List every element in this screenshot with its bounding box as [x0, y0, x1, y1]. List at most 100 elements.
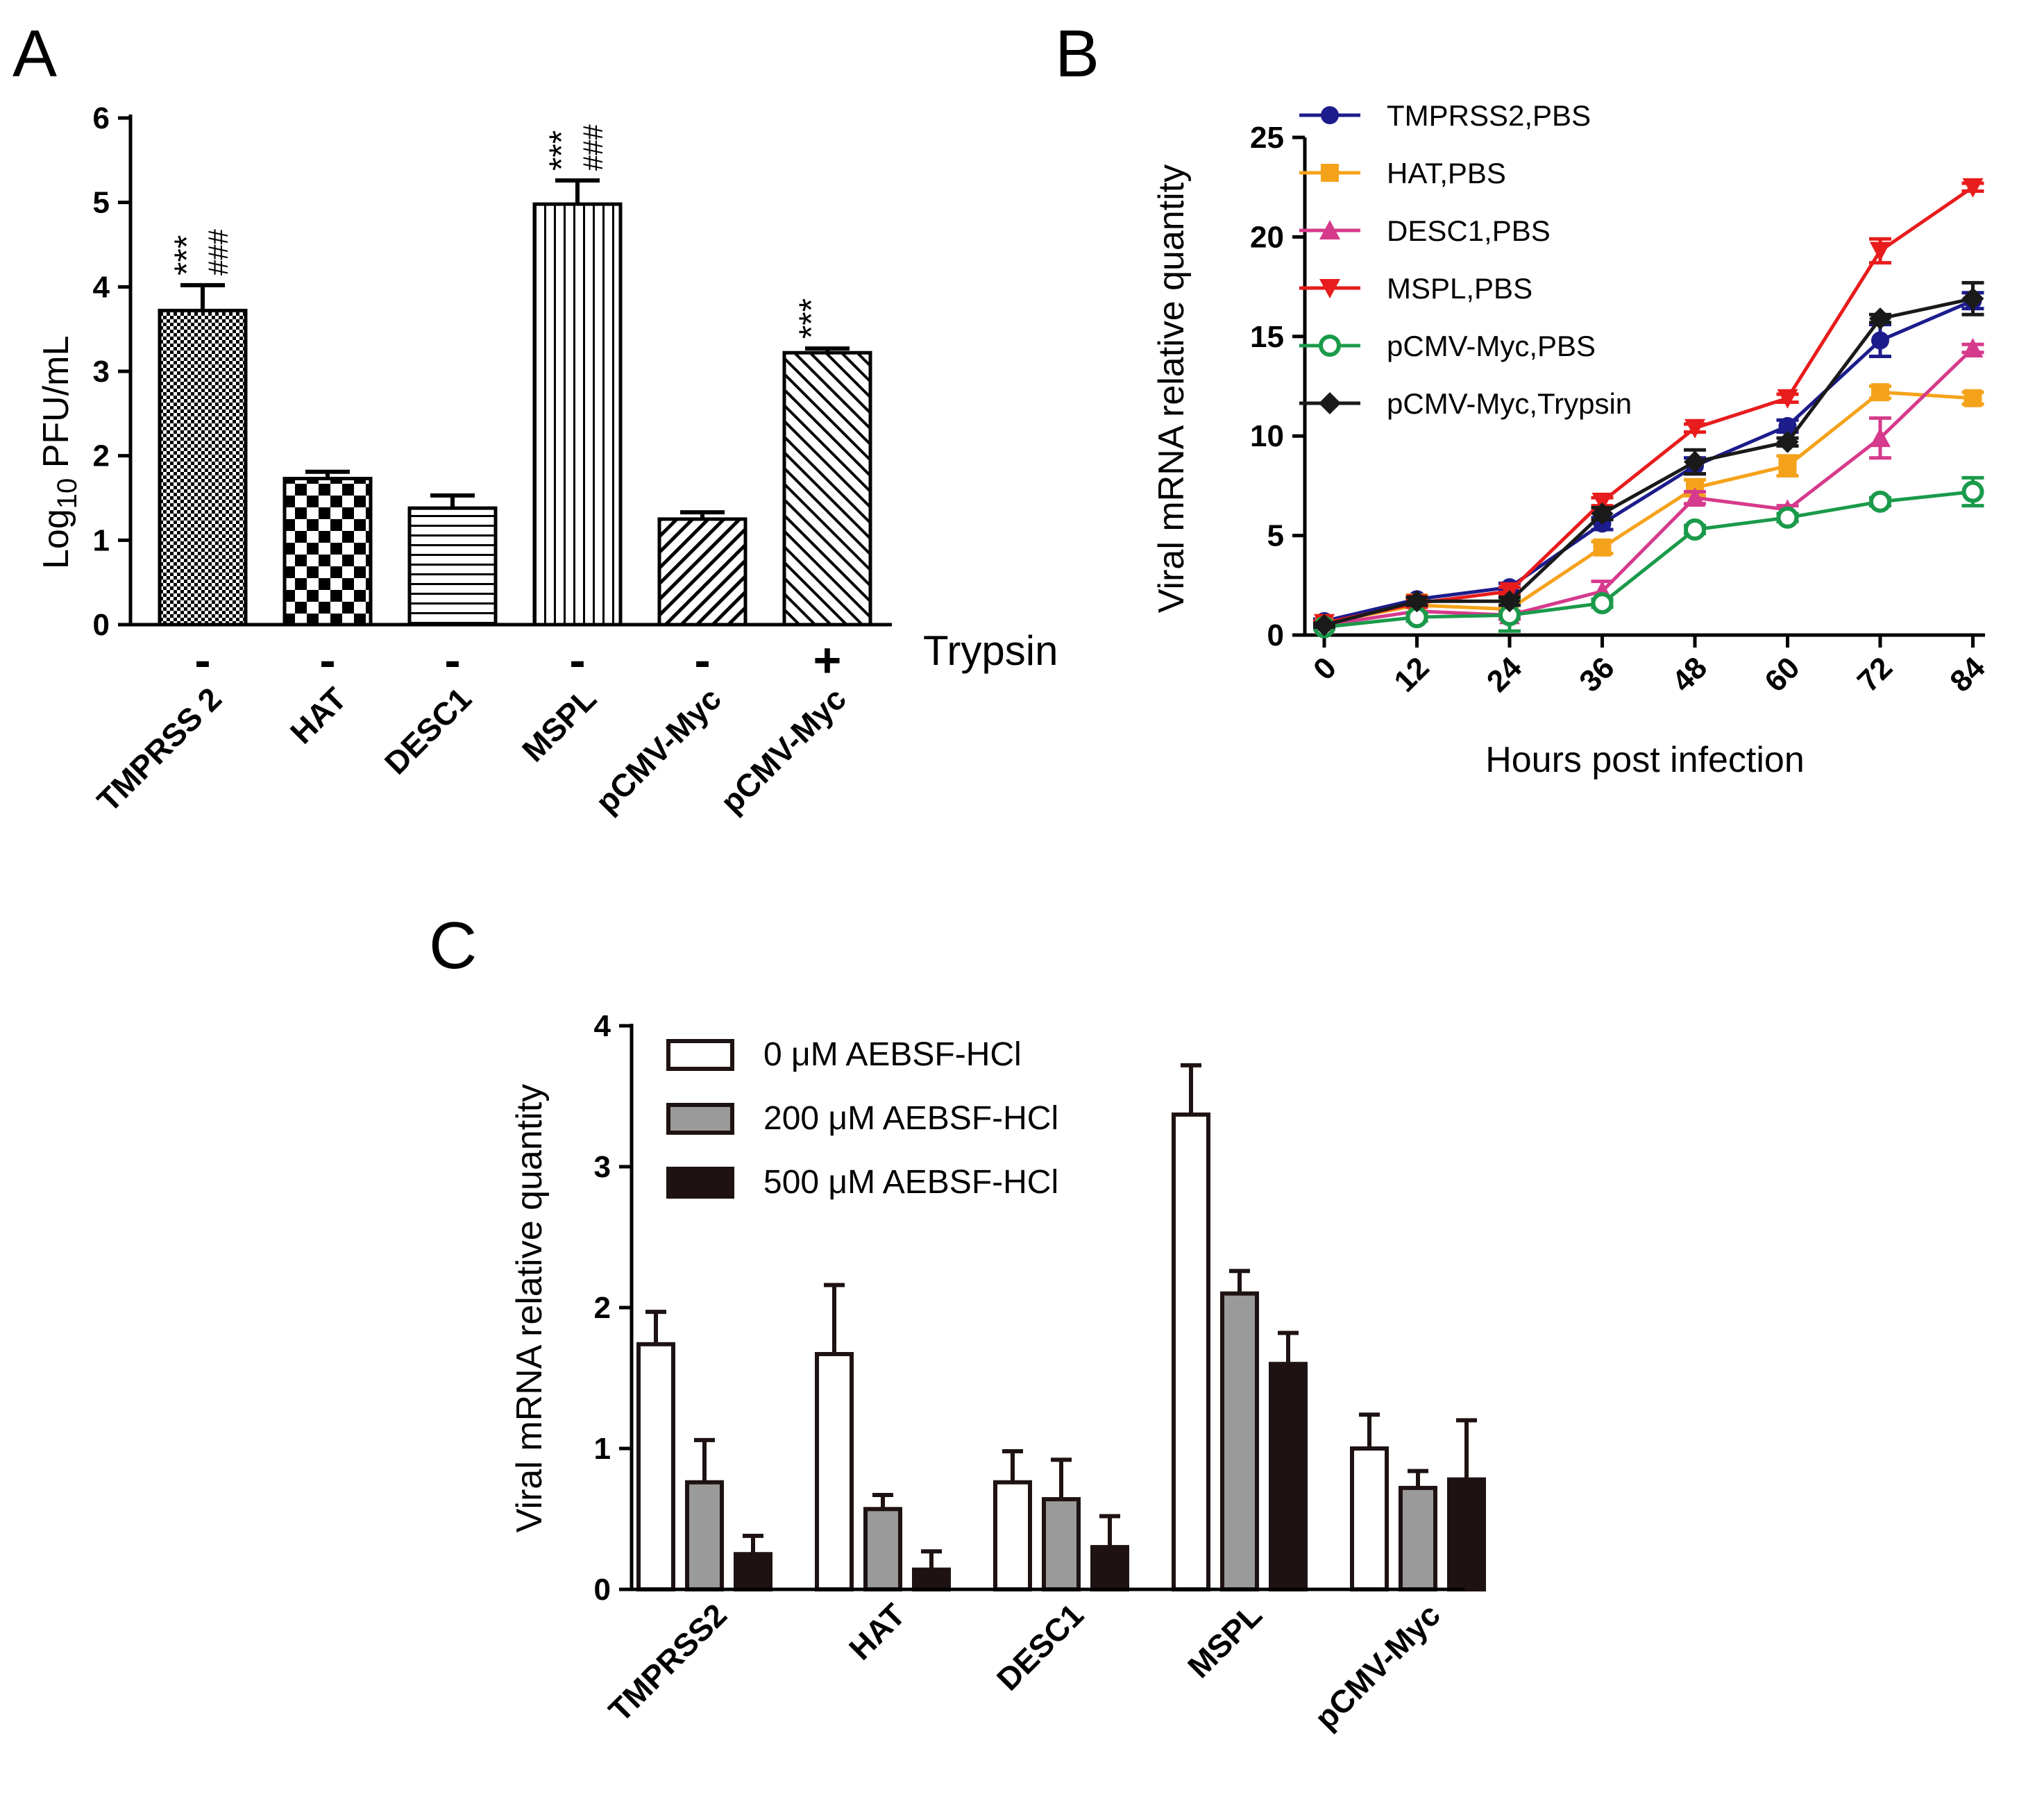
panel-c-category-label: MSPL — [1181, 1596, 1269, 1684]
series-point — [1869, 307, 1891, 330]
series-point — [1870, 242, 1891, 262]
legend-marker — [1321, 164, 1339, 182]
panel-c-error-bar — [1051, 1458, 1072, 1500]
panel-a-error-bar — [680, 510, 725, 519]
chart-panel-b: 0 5 10 15 20 25 0 12 24 36 48 60 72 84 TMPRSS2,PBS HA… — [1151, 99, 1992, 780]
panel-c-error-bar — [1408, 1469, 1428, 1488]
series-point — [1684, 419, 1705, 439]
panel-c-bar — [993, 1480, 1032, 1591]
series-point — [1313, 614, 1335, 636]
panel-c-error-bar — [921, 1549, 942, 1570]
panel-a-category-label: HAT — [283, 680, 353, 750]
panel-a-error-bar — [805, 346, 850, 353]
panel-label-a: A — [12, 17, 57, 91]
panel-c-category-label: TMPRSS2 — [602, 1596, 734, 1728]
panel-a-category-label: DESC1 — [378, 680, 478, 781]
series-point — [1591, 502, 1614, 525]
legend-swatch — [666, 1039, 734, 1071]
panel-b-x-tick-label: 12 — [1387, 650, 1435, 698]
legend-swatch — [666, 1103, 734, 1135]
panel-c-error-bar — [1359, 1412, 1380, 1448]
panel-a-trypsin-signs: - - - - - + — [194, 633, 841, 687]
panel-a-category-label: pCMV-Myc — [589, 680, 728, 820]
legend-label: pCMV-Myc,PBS — [1387, 330, 1596, 362]
panel-c-bar — [636, 1342, 675, 1592]
panel-c-legend: 0 μM AEBSF-HCl 200 μM AEBSF-HCl 500 μM AEB… — [666, 1036, 1058, 1201]
significance-hash: ### — [203, 228, 234, 275]
series-point — [1593, 538, 1612, 557]
panel-c-category-label: DESC1 — [990, 1596, 1090, 1697]
panel-b-y-tick-label: 10 — [1250, 419, 1284, 453]
panel-c-bar — [1042, 1497, 1081, 1592]
panel-b-y-tick-label: 5 — [1267, 519, 1284, 553]
panel-label-b: B — [1055, 17, 1099, 91]
panel-b-y-tick-label: 0 — [1267, 618, 1284, 652]
panel-b-x-tick-label: 72 — [1851, 650, 1899, 698]
panel-c-error-bar — [1229, 1269, 1250, 1294]
series-point — [1591, 492, 1613, 512]
panel-c-error-bar — [1456, 1418, 1477, 1480]
panel-b-y-tick-label: 25 — [1250, 121, 1284, 155]
series-point — [1591, 592, 1614, 615]
panel-c-y-tick-label: 2 — [594, 1291, 611, 1325]
panel-b-legend: TMPRSS2,PBS HAT,PBS DESC1,PBS MSPL,PBS pCMV-… — [1299, 99, 1632, 420]
panel-b-series — [1313, 178, 1984, 639]
significance-stars: *** — [792, 298, 831, 339]
panel-a-y-tick-label: 1 — [93, 523, 110, 557]
series-line — [1324, 347, 1975, 627]
legend-marker — [1319, 220, 1340, 239]
series-line — [1324, 298, 1974, 623]
panel-a-error-bar — [430, 493, 475, 509]
panel-a-bar — [782, 350, 872, 627]
panel-a-y-tick-label: 3 — [93, 355, 110, 389]
series-point — [1776, 506, 1799, 529]
panel-b-y-ticks: 0 5 10 15 20 25 — [1250, 121, 1305, 652]
panel-a-y-tick-label: 6 — [93, 101, 110, 135]
legend-marker — [1321, 106, 1339, 124]
legend-label: MSPL,PBS — [1387, 272, 1532, 305]
trypsin-sign: + — [813, 633, 842, 687]
panel-c-bar — [734, 1552, 772, 1591]
legend-swatch — [666, 1167, 734, 1199]
panel-b-y-label: Viral mRNA relative quantity — [1151, 164, 1192, 613]
panel-a-error-bar — [180, 282, 225, 311]
chart-panel-c: 0 1 2 3 4 TMPRSS2 HAT DESC1 MSPL pCMV-Myc 0 μM A… — [509, 1009, 1486, 1737]
panel-a-y-tick-label: 0 — [93, 608, 110, 642]
series-point — [1871, 331, 1889, 350]
panel-c-bar — [1399, 1485, 1437, 1592]
series-point — [1963, 389, 1982, 407]
panel-a-bar — [657, 517, 748, 627]
legend-label: 0 μM AEBSF-HCl — [763, 1036, 1022, 1073]
panel-c-bar — [815, 1351, 854, 1591]
panel-a-bar — [532, 202, 623, 627]
panel-a-bar — [282, 477, 373, 627]
series-point — [1870, 428, 1891, 448]
chart-panel-a: 0 1 2 3 4 5 6 Log10 PFU/mL Trypsin - - - - - + TMPR… — [36, 101, 1058, 820]
series-pcmv-myc-pbs — [1313, 475, 1984, 639]
panel-c-y-tick-label: 1 — [594, 1432, 611, 1466]
panel-a-category-label: pCMV-Myc — [713, 680, 853, 820]
trypsin-sign: - — [444, 633, 460, 687]
legend-label: 500 μM AEBSF-HCl — [763, 1164, 1058, 1201]
legend-label: TMPRSS2,PBS — [1387, 99, 1591, 132]
legend-marker — [1319, 335, 1341, 357]
legend-label: 200 μM AEBSF-HCl — [763, 1100, 1058, 1137]
panel-a-category-label: TMPRSS 2 — [90, 680, 228, 818]
panel-c-y-label: Viral mRNA relative quantity — [509, 1084, 550, 1532]
series-point — [1778, 457, 1797, 475]
trypsin-sign: - — [319, 633, 335, 687]
panel-c-bars — [636, 1063, 1486, 1592]
panel-c-y-ticks: 0 1 2 3 4 — [594, 1009, 632, 1607]
significance-stars: *** — [167, 235, 206, 276]
panel-c-bar — [1269, 1362, 1308, 1591]
panel-c-y-tick-label: 0 — [594, 1573, 611, 1607]
series-point — [1498, 590, 1521, 613]
panel-c-bar — [1220, 1291, 1259, 1591]
panel-a-y-tick-label: 2 — [93, 439, 110, 473]
panel-c-error-bar — [872, 1492, 893, 1510]
series-point — [1962, 338, 1984, 358]
panel-label-c: C — [429, 909, 477, 983]
panel-a-category-label: MSPL — [515, 680, 603, 768]
